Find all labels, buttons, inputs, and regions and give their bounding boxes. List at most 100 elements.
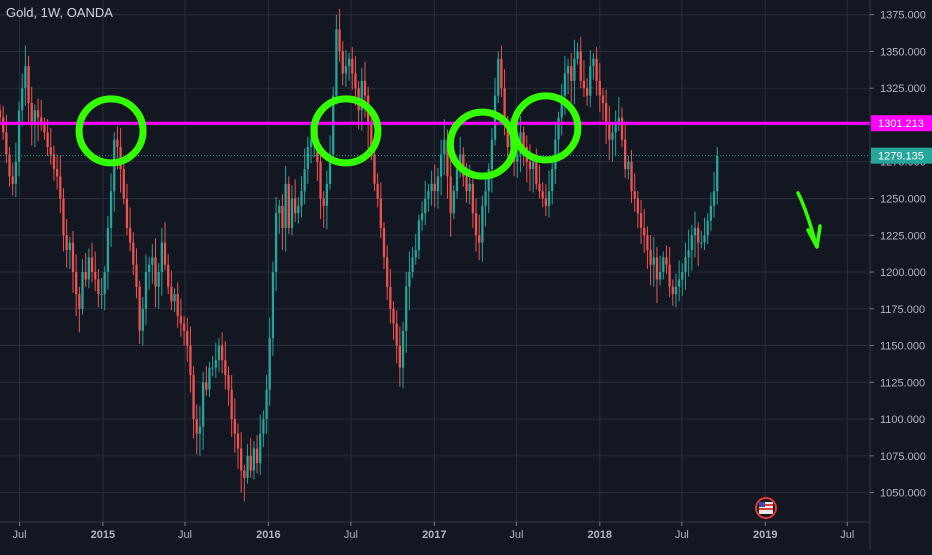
candle-body xyxy=(639,213,643,228)
candle-body xyxy=(116,139,119,148)
candle-body xyxy=(528,161,532,170)
down-arrow-head-icon xyxy=(806,224,822,249)
candle-body xyxy=(332,95,335,155)
candle-body xyxy=(309,139,313,148)
candle-body xyxy=(585,88,589,96)
candle-body xyxy=(300,191,303,206)
candle-body xyxy=(370,124,373,155)
candle-body xyxy=(160,242,163,273)
candle-body xyxy=(430,183,433,192)
candle-body xyxy=(341,51,344,74)
candle-body xyxy=(579,51,582,81)
candle-body xyxy=(154,257,157,287)
candle-body xyxy=(484,191,487,206)
candle-body xyxy=(94,272,97,280)
candle-body xyxy=(182,323,186,331)
candle-body xyxy=(8,154,11,177)
candle-body xyxy=(360,80,363,111)
candle-body xyxy=(201,382,205,427)
candle-body xyxy=(560,95,563,118)
candle-body xyxy=(17,110,21,162)
candle-body xyxy=(148,264,151,273)
candle-body xyxy=(30,102,33,125)
candle-body xyxy=(81,272,84,309)
candle-body xyxy=(408,272,411,287)
time-tick-label: 2016 xyxy=(256,529,280,541)
candle-body xyxy=(5,132,8,155)
annotations-group xyxy=(0,92,870,249)
flag-icon[interactable] xyxy=(755,497,777,519)
candle-body xyxy=(677,279,681,287)
candle-body xyxy=(55,169,59,177)
candle-body xyxy=(243,470,246,478)
candle-body xyxy=(78,294,81,309)
candle-body xyxy=(11,176,14,184)
time-tick-label: Jul xyxy=(675,529,689,541)
price-tick-label: 1325.000 xyxy=(880,83,926,95)
time-tick-label: 2019 xyxy=(753,529,777,541)
highlight-circle xyxy=(510,92,582,164)
candle-body xyxy=(144,272,148,309)
candle-body xyxy=(386,257,389,287)
candle-body xyxy=(436,176,440,192)
candle-body xyxy=(376,183,379,199)
candle-body xyxy=(33,110,37,125)
candle-body xyxy=(592,58,595,67)
candle-body xyxy=(551,169,554,192)
candle-body xyxy=(179,316,183,324)
time-tick-label: Jul xyxy=(840,529,854,541)
candle-body xyxy=(427,191,430,199)
candle-body xyxy=(249,455,252,471)
candle-body xyxy=(709,205,713,221)
candle-body xyxy=(62,198,65,236)
candle-body xyxy=(65,235,68,250)
candle-body xyxy=(405,286,408,331)
candle-body xyxy=(481,205,484,243)
candle-body xyxy=(420,213,424,221)
candle-body xyxy=(563,73,567,96)
price-tags: 1301.213 1279.135 xyxy=(871,115,932,164)
candle-body xyxy=(506,124,509,148)
candle-body xyxy=(516,154,519,162)
candle-body xyxy=(690,235,693,250)
price-tick-label: 1125.000 xyxy=(880,377,925,389)
candle-body xyxy=(71,242,75,273)
candle-body xyxy=(500,58,503,89)
time-tick-label: Jul xyxy=(509,529,523,541)
candle-body xyxy=(195,419,198,434)
candle-body xyxy=(278,205,281,214)
resistance-price-tag xyxy=(871,115,932,132)
candle-body xyxy=(290,198,294,228)
candle-body xyxy=(595,58,598,81)
candle-body xyxy=(125,198,129,228)
time-axis[interactable]: Jul 2015 Jul 2016 Jul 2017 Jul 2018 Jul 2019 Jul xyxy=(12,522,854,541)
candle-body xyxy=(693,227,697,236)
candle-body xyxy=(59,176,62,199)
candle-body xyxy=(414,249,417,258)
candle-body xyxy=(522,132,525,148)
candle-body xyxy=(605,102,608,125)
candle-body xyxy=(697,227,700,243)
candle-body xyxy=(52,154,56,170)
candle-body xyxy=(566,66,570,74)
candle-body xyxy=(589,66,592,96)
candle-body xyxy=(478,235,481,243)
candle-body xyxy=(255,448,259,464)
candle-body xyxy=(716,155,719,192)
candle-body xyxy=(106,227,110,273)
candle-body xyxy=(497,58,500,96)
candle-body xyxy=(433,183,436,192)
candle-body xyxy=(706,220,709,236)
candle-body xyxy=(363,80,367,96)
candle-body xyxy=(465,176,468,192)
candle-body xyxy=(128,227,132,243)
candle-body xyxy=(325,183,329,206)
candle-body xyxy=(576,51,579,59)
candle-body xyxy=(141,308,144,331)
candle-body xyxy=(227,374,230,390)
candle-body xyxy=(662,257,665,273)
candle-body xyxy=(189,345,192,375)
candle-body xyxy=(620,117,624,140)
